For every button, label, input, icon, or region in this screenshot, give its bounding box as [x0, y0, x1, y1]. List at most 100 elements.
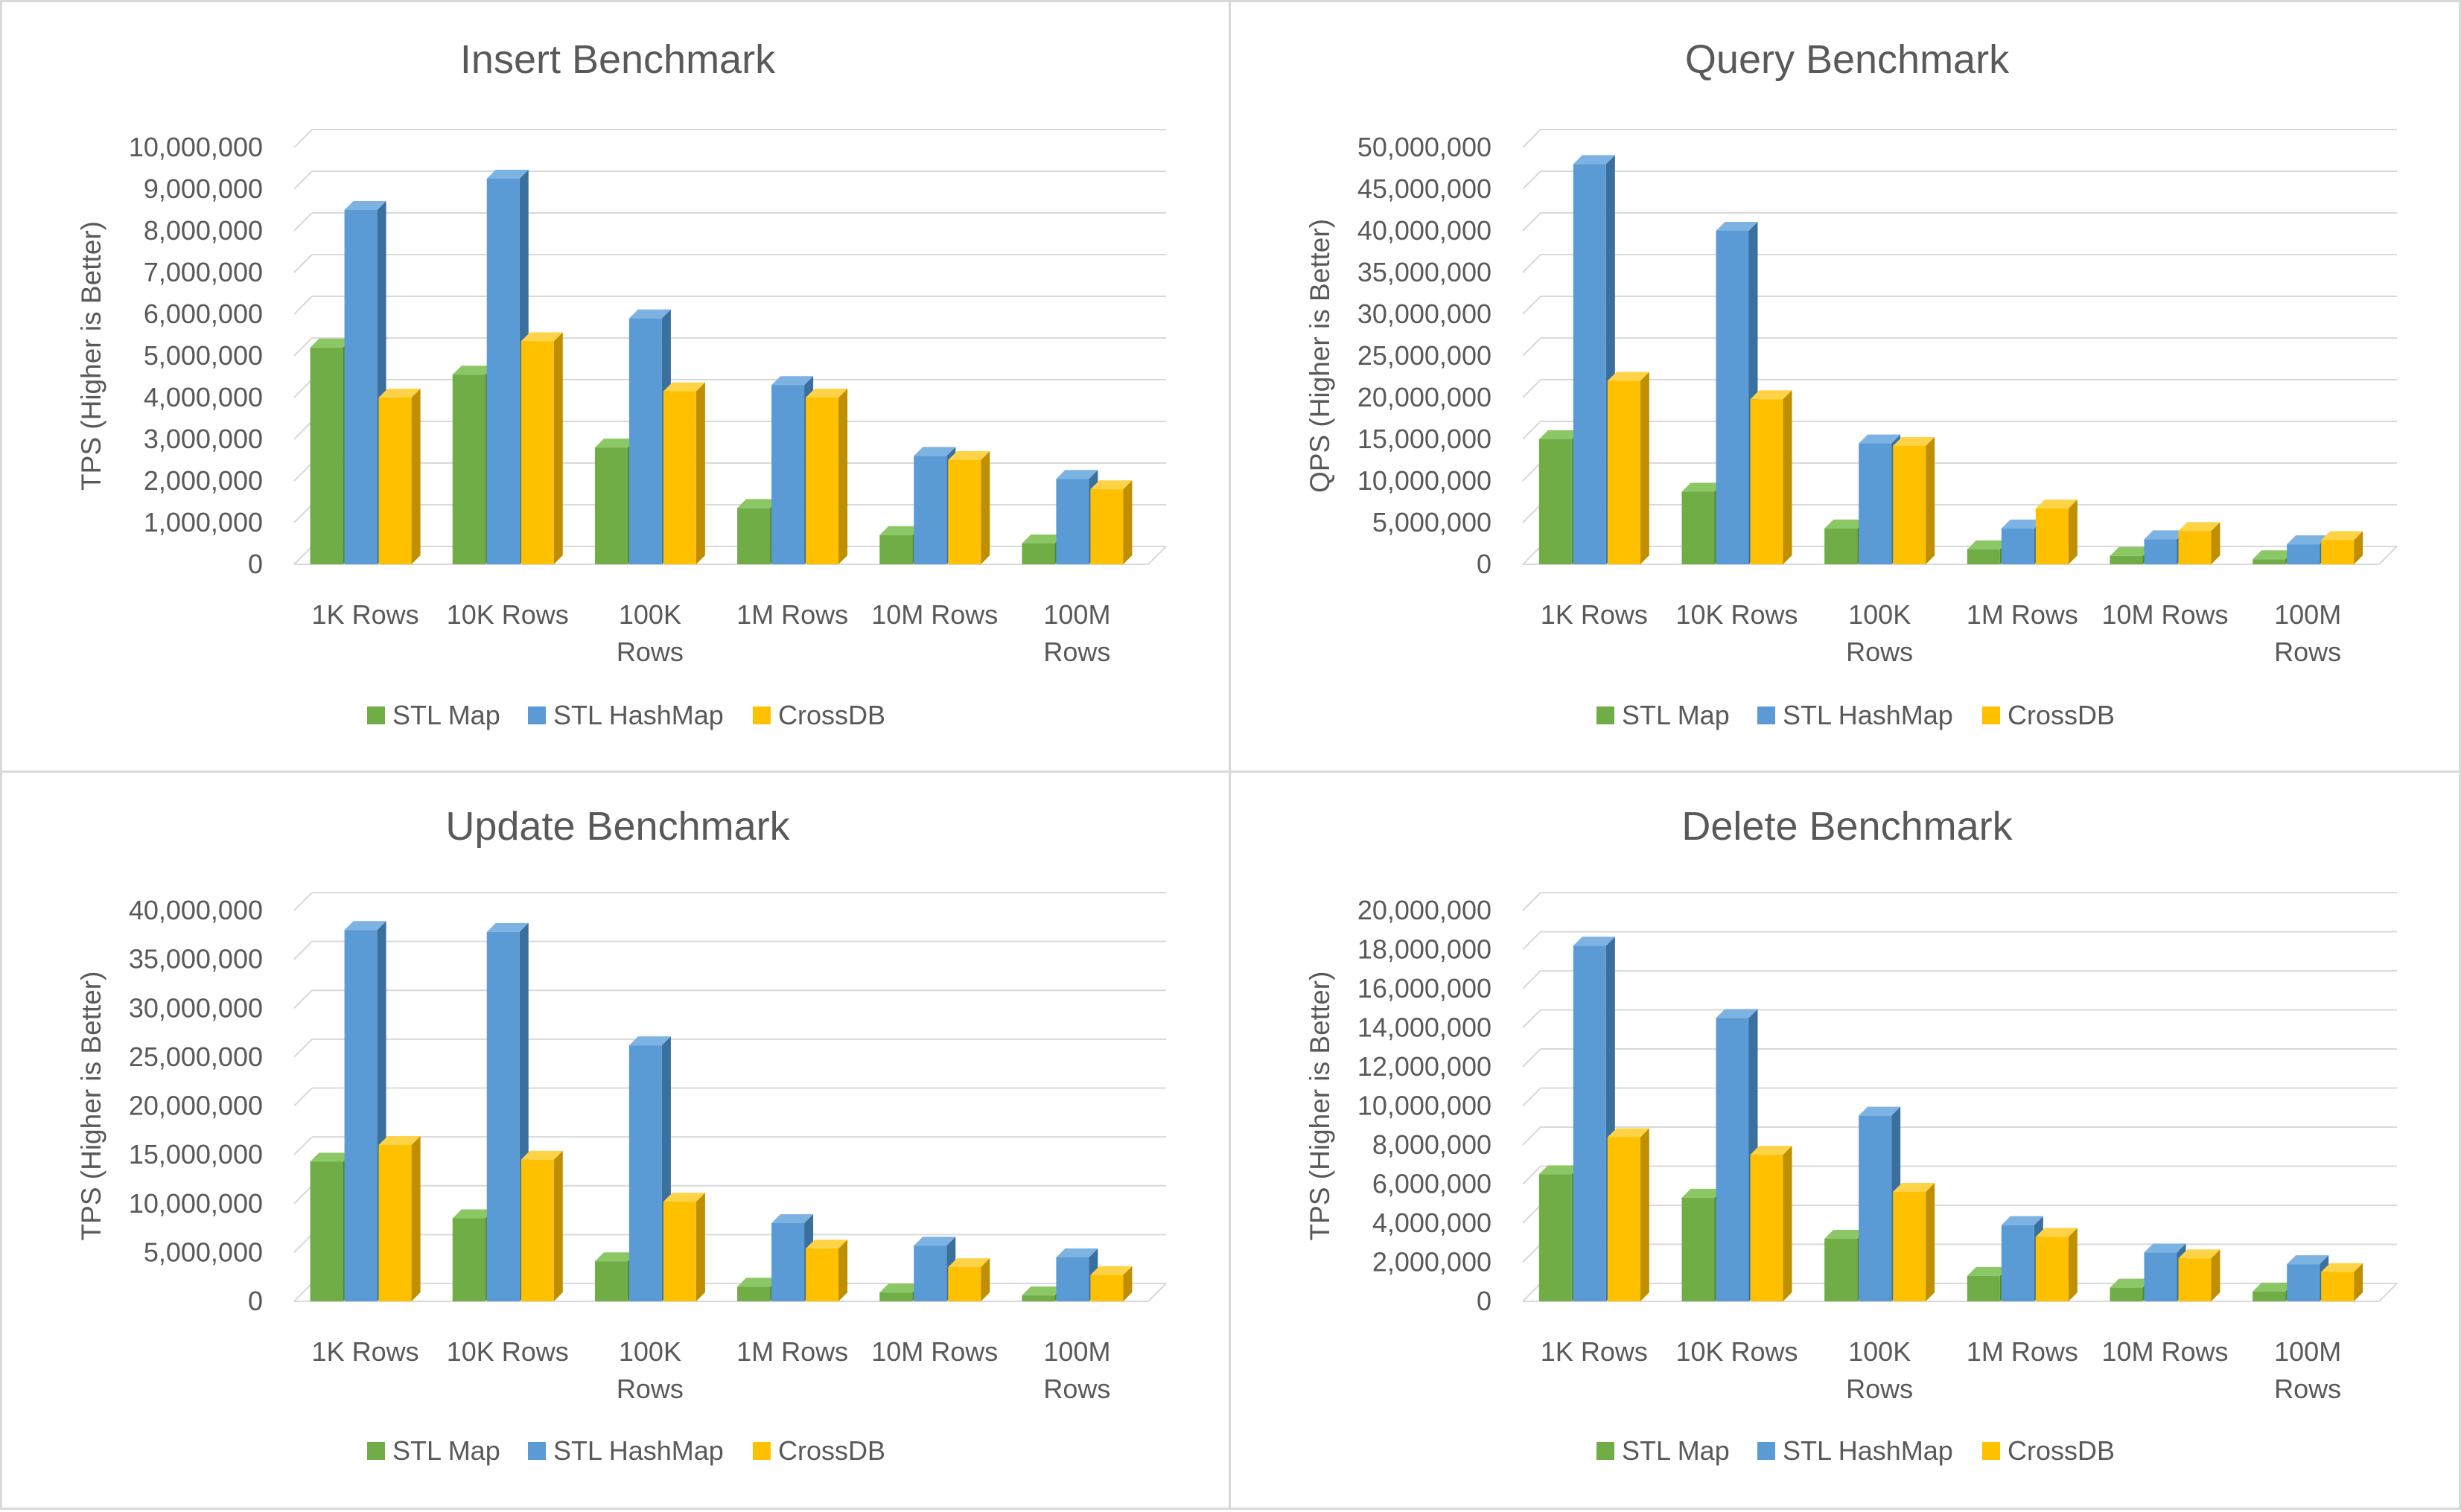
bar-top — [344, 201, 386, 210]
floor-edge-diag — [2378, 1283, 2398, 1302]
y-tick-label: 12,000,000 — [1357, 1051, 1491, 1082]
x-tick-label: 10K Rows — [447, 599, 569, 630]
bar-crossdb-2 — [1893, 1183, 1935, 1301]
bar-front — [452, 1218, 485, 1301]
gridline-diag — [1522, 1165, 1541, 1185]
bar-front — [1681, 491, 1715, 564]
bar-front — [594, 1261, 628, 1301]
gridline-diag — [1522, 212, 1541, 232]
bar-top — [2001, 519, 2043, 529]
bar-top — [663, 1193, 705, 1202]
gridline-diag — [1522, 1243, 1541, 1263]
bar-front — [310, 1161, 343, 1301]
y-tick-label: 18,000,000 — [1357, 934, 1491, 965]
x-tick-label: 100M Rows — [1043, 599, 1110, 667]
x-tick-label-line: 10M Rows — [871, 599, 998, 630]
y-tick-label: 8,000,000 — [144, 215, 263, 246]
bar-front — [2110, 555, 2143, 564]
x-tick-label: 10K Rows — [1675, 599, 1798, 630]
bar-side — [411, 389, 421, 564]
bar-side — [981, 1258, 990, 1301]
bar-crossdb-0 — [1607, 1128, 1649, 1301]
bar-top — [2178, 522, 2220, 532]
bar-top — [2144, 1243, 2186, 1253]
y-tick-label: 1,000,000 — [144, 507, 263, 538]
bar-front — [1056, 1257, 1089, 1301]
bar-top — [1967, 540, 2009, 549]
y-tick-label: 20,000,000 — [1357, 382, 1491, 412]
x-tick-label: 1K Rows — [1541, 599, 1648, 630]
bar-top — [1056, 470, 1098, 479]
y-tick-label: 9,000,000 — [144, 173, 263, 204]
bar-front — [1090, 489, 1124, 564]
floor-edge-diag — [1147, 1283, 1167, 1302]
x-tick-label-line: 1M Rows — [1967, 599, 2078, 630]
bar-front — [1573, 945, 1606, 1301]
bar-front — [2287, 1264, 2320, 1301]
x-tick-label: 100K Rows — [617, 1336, 684, 1404]
x-tick-label: 10M Rows — [871, 1336, 998, 1367]
bar-top — [2287, 1255, 2329, 1265]
x-tick-label-line: 100K — [619, 599, 681, 630]
legend-label-stl-map: STL Map — [1622, 1435, 1730, 1466]
y-tick-label: 35,000,000 — [1357, 257, 1491, 287]
gridline-diag — [1522, 546, 1541, 565]
chart-svg-query: Query Benchmark 0 5,000,000 10,000,000 15,00… — [1305, 37, 2398, 730]
bar-front — [1022, 543, 1055, 564]
legend-swatch-crossdb — [1982, 706, 2000, 724]
legend-label-stl-hashmap: STL HashMap — [1783, 700, 1953, 730]
y-tick-label: 7,000,000 — [144, 257, 263, 287]
x-tick-label-line: 10M Rows — [871, 1336, 998, 1367]
gridline-diag — [293, 940, 313, 960]
legend-label-stl-map: STL Map — [392, 700, 500, 730]
bar-top — [914, 1237, 956, 1246]
bar-top — [948, 1258, 990, 1268]
gridline-diag — [1522, 129, 1541, 148]
bar-front — [806, 398, 839, 564]
y-axis-label: TPS (Higher is Better) — [1305, 972, 1335, 1241]
legend: STL Map STL HashMap CrossDB — [367, 700, 885, 730]
bar-front — [2001, 1225, 2034, 1301]
y-tick-label: 6,000,000 — [144, 299, 263, 329]
y-tick-label: 25,000,000 — [1357, 340, 1491, 371]
bar-top — [914, 447, 956, 456]
bar-side — [1783, 1146, 1792, 1301]
chart-title: Update Benchmark — [445, 804, 790, 849]
bar-crossdb-3 — [806, 1240, 848, 1301]
bar-crossdb-5 — [1090, 480, 1133, 564]
x-tick-label: 10K Rows — [1675, 1336, 1798, 1367]
bar-front — [2287, 544, 2320, 564]
bar-front — [1022, 1295, 1055, 1301]
y-tick-label: 20,000,000 — [1357, 895, 1491, 925]
y-tick-label: 10,000,000 — [1357, 465, 1491, 496]
x-tick-label-line: 1M Rows — [736, 1336, 848, 1367]
bar-crossdb-1 — [1750, 390, 1792, 564]
bar-front — [2321, 1272, 2355, 1301]
bar-top — [806, 1240, 848, 1249]
bar-front — [1716, 231, 1749, 564]
bar-side — [2211, 522, 2220, 564]
gridline-diag — [293, 170, 313, 190]
chart-title: Insert Benchmark — [460, 37, 776, 82]
x-tick-label-line: 100M — [1043, 1336, 1110, 1367]
bar-stl-hashmap-0 — [1573, 937, 1615, 1301]
x-tick-label-line: 100M — [1043, 599, 1110, 630]
gridline-diag — [293, 296, 313, 315]
gridline-diag — [293, 892, 313, 911]
legend-label-stl-hashmap: STL HashMap — [553, 1435, 724, 1466]
legend: STL Map STL HashMap CrossDB — [1596, 700, 2115, 730]
x-tick-label-line: 1K Rows — [1541, 599, 1648, 630]
bar-top — [737, 499, 780, 508]
y-tick-label: 14,000,000 — [1357, 1012, 1491, 1043]
bar-side — [981, 451, 990, 564]
bar-crossdb-2 — [663, 382, 705, 564]
gridline-diag — [1522, 1009, 1541, 1029]
y-tick-label: 2,000,000 — [144, 465, 263, 496]
bar-top — [2144, 530, 2186, 540]
y-tick-label: 10,000,000 — [129, 1188, 263, 1219]
x-tick-label: 1K Rows — [312, 1336, 419, 1367]
y-tick-label: 3,000,000 — [144, 424, 263, 454]
floor-edge-diag — [1147, 546, 1167, 565]
bar-top — [310, 1152, 352, 1162]
